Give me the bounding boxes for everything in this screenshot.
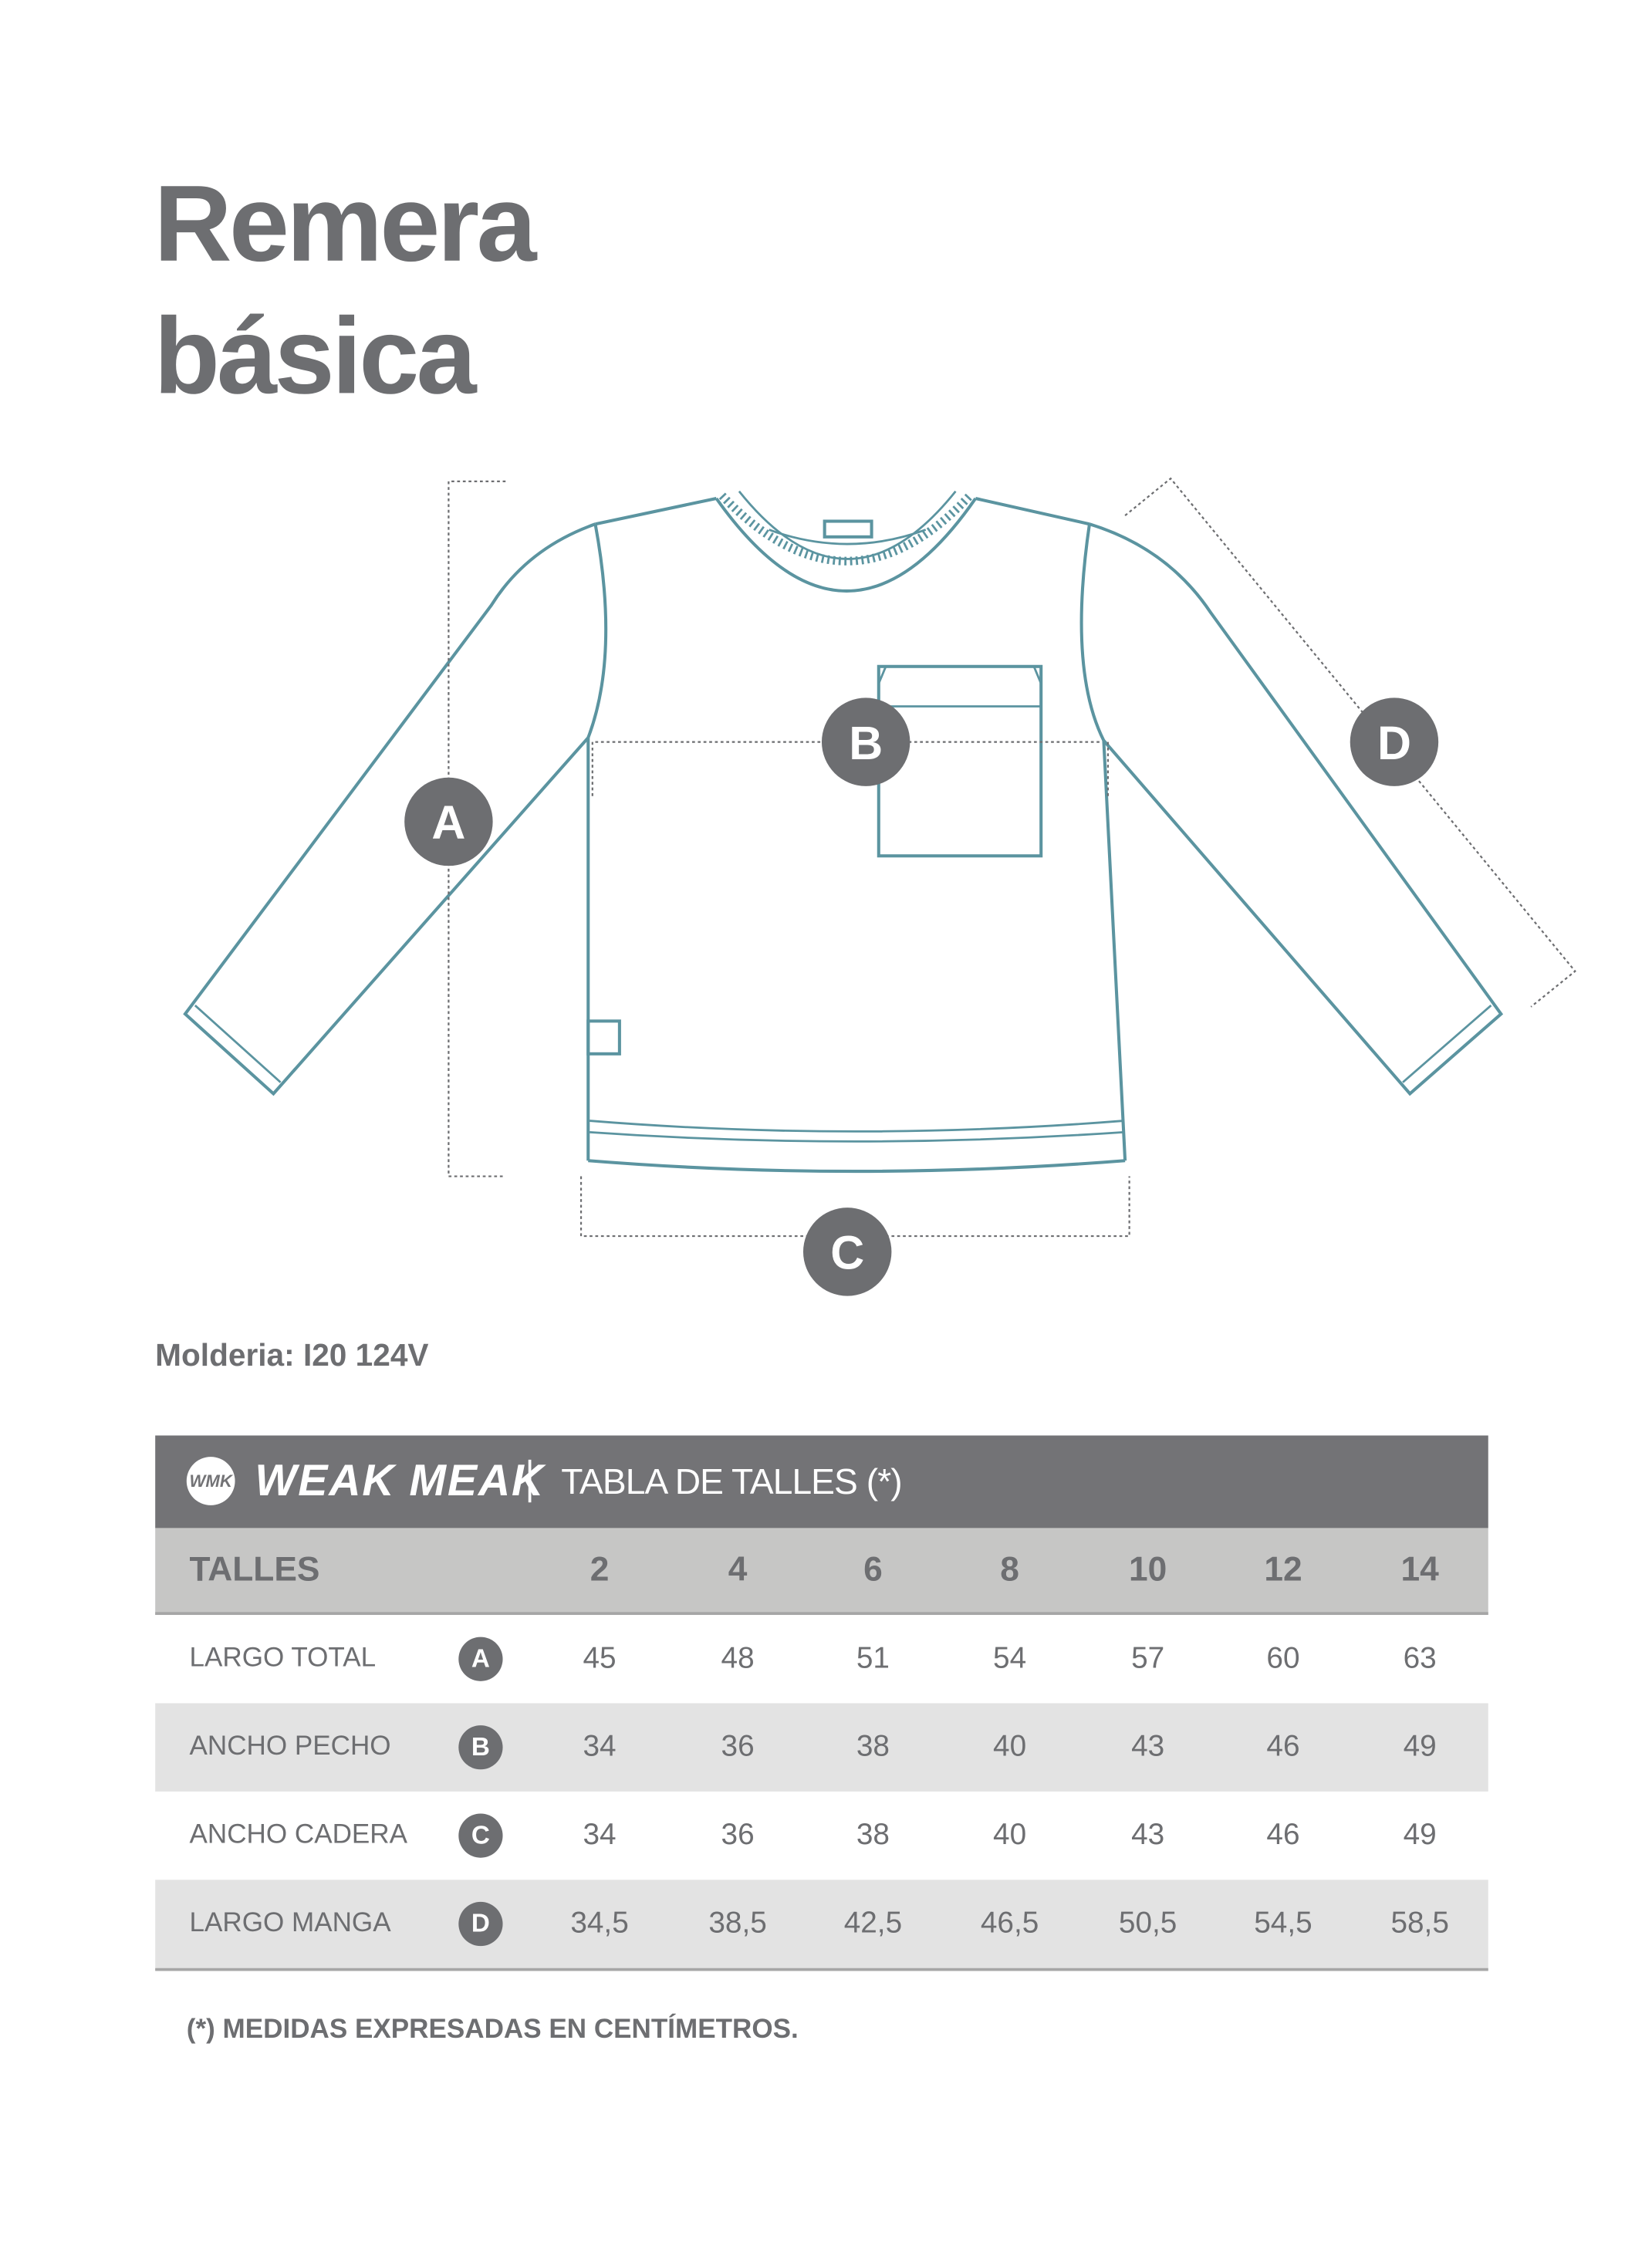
table-row: LARGO TOTAL A 45 48 51 54 57 60 63: [155, 1615, 1488, 1703]
table-cell: 50,5: [1118, 1907, 1177, 1940]
table-row: LARGO MANGA D 34,5 38,5 42,5 46,5 50,5 54,5 58,5: [155, 1880, 1488, 1971]
svg-text:A: A: [431, 796, 465, 849]
svg-text:D: D: [1377, 717, 1411, 769]
size-header: 12: [1264, 1550, 1302, 1589]
table-cell: 49: [1403, 1818, 1437, 1852]
sizes-row: TALLES 2 4 6 8 10 12 14: [155, 1528, 1488, 1616]
marker-a: A: [404, 777, 493, 866]
table-cell: 63: [1403, 1642, 1437, 1675]
size-header: 6: [863, 1550, 883, 1589]
marker-badge: A: [458, 1637, 503, 1681]
header-divider: [528, 1459, 532, 1503]
marker-b: B: [821, 698, 910, 786]
marker-badge: B: [458, 1725, 503, 1770]
size-header: 8: [1000, 1550, 1019, 1589]
table-cell: 43: [1131, 1818, 1165, 1852]
table-cell: 40: [993, 1730, 1027, 1763]
brand-name: WEAK MEAK: [255, 1455, 546, 1505]
table-cell: 34: [583, 1818, 617, 1852]
row-label: ANCHO CADERA: [189, 1819, 408, 1850]
sizes-label: TALLES: [189, 1550, 320, 1589]
size-header: 4: [728, 1550, 748, 1589]
table-cell: 36: [721, 1730, 755, 1763]
table-cell: 46: [1266, 1818, 1300, 1852]
table-cell: 46: [1266, 1730, 1300, 1763]
size-table: WMK WEAK MEAK TABLA DE TALLES (*) TALLES…: [155, 1435, 1488, 1971]
table-row: ANCHO CADERA C 34 36 38 40 43 46 49: [155, 1792, 1488, 1880]
table-cell: 57: [1131, 1642, 1165, 1675]
table-cell: 49: [1403, 1730, 1437, 1763]
table-cell: 38: [856, 1818, 890, 1852]
table-cell: 38: [856, 1730, 890, 1763]
table-cell: 60: [1266, 1642, 1300, 1675]
table-cell: 48: [721, 1642, 755, 1675]
marker-d: D: [1350, 698, 1439, 786]
table-cell: 34,5: [570, 1907, 629, 1940]
marker-badge: C: [458, 1813, 503, 1858]
svg-text:B: B: [849, 717, 883, 769]
footnote: (*) MEDIDAS EXPRESADAS EN CENTÍMETROS.: [186, 2015, 799, 2045]
size-header: 14: [1400, 1550, 1439, 1589]
table-cell: 42,5: [843, 1907, 903, 1940]
table-cell: 34: [583, 1730, 617, 1763]
marker-c: C: [802, 1208, 892, 1296]
row-label: ANCHO PECHO: [189, 1731, 391, 1762]
shirt-outline: [183, 490, 1504, 1174]
table-cell: 54,5: [1254, 1907, 1312, 1940]
title-line-2: básica: [154, 296, 476, 417]
table-cell: 58,5: [1390, 1907, 1449, 1940]
table-title: TABLA DE TALLES (*): [561, 1462, 902, 1503]
size-header: 2: [590, 1550, 610, 1589]
table-cell: 54: [993, 1642, 1027, 1675]
brand-mark-icon: WMK: [186, 1457, 235, 1505]
title-line-1: Remera: [154, 164, 536, 285]
size-header: 10: [1128, 1550, 1167, 1589]
table-cell: 46,5: [980, 1907, 1039, 1940]
svg-text:C: C: [830, 1227, 864, 1279]
brand-logo: WMK WEAK MEAK: [186, 1455, 546, 1506]
table-cell: 38,5: [708, 1907, 767, 1940]
table-cell: 51: [856, 1642, 890, 1675]
garment-diagram: A B C D: [183, 477, 1576, 1296]
table-cell: 40: [993, 1818, 1027, 1852]
molderia-label: Molderia: I20 124V: [155, 1337, 429, 1373]
row-label: LARGO MANGA: [189, 1908, 391, 1938]
table-cell: 36: [721, 1818, 755, 1852]
row-label: LARGO TOTAL: [189, 1643, 377, 1674]
table-cell: 43: [1131, 1730, 1165, 1763]
table-cell: 45: [583, 1642, 617, 1675]
table-row: ANCHO PECHO B 34 36 38 40 43 46 49: [155, 1703, 1488, 1792]
marker-badge: D: [458, 1901, 503, 1947]
table-header: WMK WEAK MEAK TABLA DE TALLES (*): [155, 1435, 1488, 1528]
